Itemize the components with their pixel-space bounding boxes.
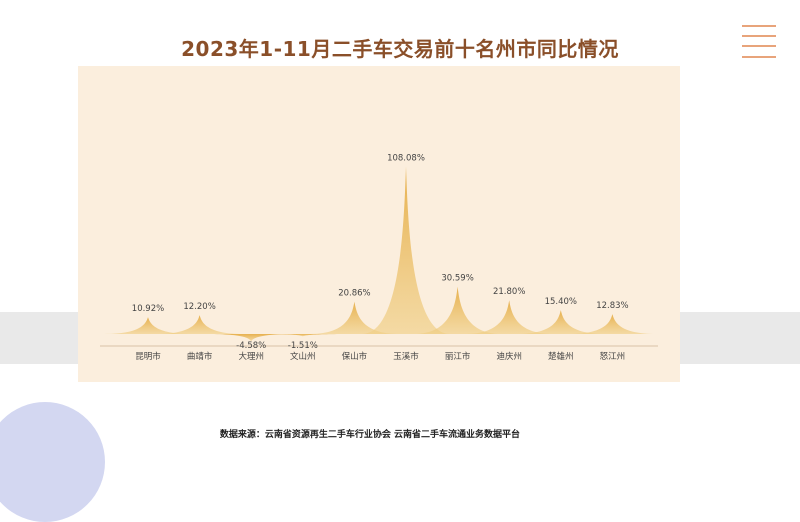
value-label: 20.86%: [338, 289, 370, 299]
data-source-note: 数据来源：云南省资源再生二手车行业协会 云南省二手车流通业务数据平台: [219, 430, 521, 440]
category-label: 迪庆州: [496, 351, 522, 362]
menu-icon: [742, 25, 776, 59]
peak-3: [207, 334, 296, 342]
chart-panel: 10.92% 昆明市 12.20% 曲靖市 -4.58% 大理州 -1.51% 文山州 20.8…: [78, 66, 680, 382]
value-label: 10.92%: [132, 304, 164, 314]
category-label: 怒江州: [600, 351, 626, 362]
peak-8: [465, 300, 554, 334]
category-label: 大理州: [238, 351, 264, 362]
value-label: -4.58%: [236, 341, 266, 351]
category-label: 昆明市: [135, 351, 161, 362]
value-label: 21.80%: [493, 287, 525, 297]
value-label: 12.83%: [596, 301, 628, 311]
value-label: 15.40%: [545, 297, 577, 307]
peak-chart: 10.92% 昆明市 12.20% 曲靖市 -4.58%大理州 -1.51%文山州 20.8…: [100, 153, 658, 362]
peak-4: [258, 334, 347, 337]
value-label: 108.08%: [387, 153, 425, 163]
category-label: 楚雄州: [548, 351, 574, 362]
category-label: 玉溪市: [393, 351, 419, 362]
category-label: 丽江市: [445, 351, 471, 362]
peak-7: [413, 286, 502, 334]
decorative-circle: [0, 402, 105, 522]
category-label: 保山市: [342, 351, 368, 362]
value-label: -1.51%: [288, 341, 318, 351]
value-label: 12.20%: [183, 302, 215, 312]
peak-10: [568, 314, 657, 334]
peak-5: [310, 301, 399, 334]
category-label: 曲靖市: [187, 351, 213, 362]
category-label: 文山州: [290, 351, 316, 362]
page-title: 2023年1-11月二手车交易前十名州市同比情况: [181, 37, 619, 61]
peak-6: [362, 166, 450, 334]
peak-9: [516, 310, 605, 334]
peak-1: [104, 317, 192, 334]
peak-2: [155, 315, 244, 334]
value-label: 30.59%: [441, 274, 473, 284]
